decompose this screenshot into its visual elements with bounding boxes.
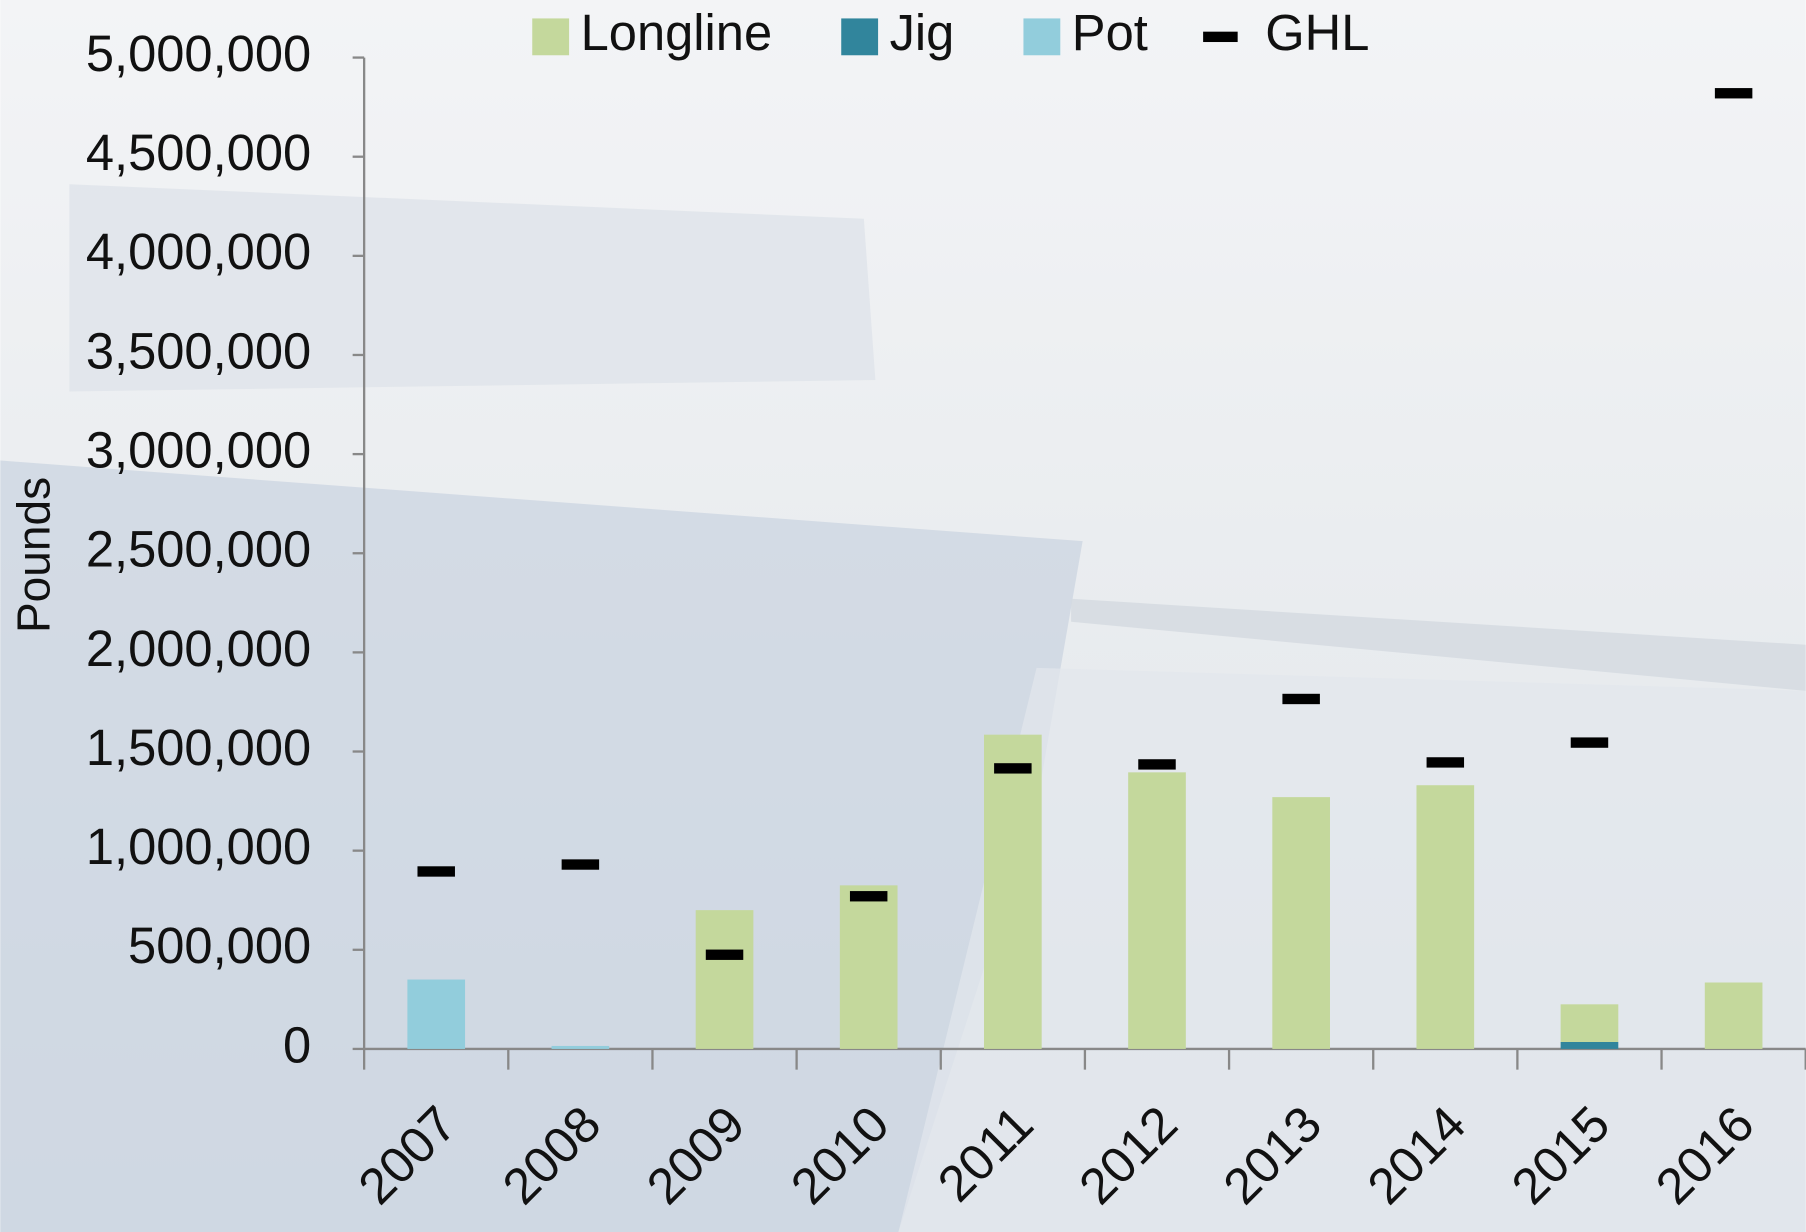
ghl-marker xyxy=(417,866,455,877)
bar-segment xyxy=(1272,797,1330,1049)
y-tick-label: 3,000,000 xyxy=(86,421,311,478)
bar-segment xyxy=(839,885,898,1049)
y-tick-label: 4,500,000 xyxy=(86,124,311,181)
legend-label: Jig xyxy=(890,4,955,61)
legend-swatch xyxy=(1023,18,1061,56)
legend-label: Longline xyxy=(581,4,773,61)
y-tick-label: 2,500,000 xyxy=(86,521,311,578)
ghl-marker xyxy=(1138,759,1176,770)
y-tick-label: 1,500,000 xyxy=(86,719,311,776)
legend-swatch xyxy=(841,18,879,56)
ghl-marker xyxy=(561,859,600,870)
y-tick-label: 1,000,000 xyxy=(86,818,311,875)
ghl-marker xyxy=(1282,693,1320,705)
legend-label: GHL xyxy=(1265,4,1369,61)
y-tick-label: 500,000 xyxy=(128,917,311,974)
bar-segment xyxy=(695,910,754,1049)
bar-segment xyxy=(1560,1004,1619,1042)
y-tick-label: 0 xyxy=(283,1016,311,1073)
y-tick-label: 2,000,000 xyxy=(86,620,311,677)
y-tick-label: 3,500,000 xyxy=(86,322,311,379)
legend-marker xyxy=(1203,31,1238,43)
bar-segment xyxy=(407,979,466,1049)
ghl-marker xyxy=(1570,737,1609,748)
ghl-marker xyxy=(849,891,888,902)
y-tick-label: 4,000,000 xyxy=(86,223,311,280)
y-tick-label: 5,000,000 xyxy=(86,25,311,82)
bar-segment xyxy=(984,734,1042,1049)
bar-segment xyxy=(1128,772,1186,1049)
legend-label: Pot xyxy=(1072,4,1148,61)
bar-segment xyxy=(1560,1041,1619,1049)
bar-segment xyxy=(1416,785,1475,1049)
ghl-marker xyxy=(1714,88,1753,99)
ghl-marker xyxy=(1426,757,1465,768)
bar-segment xyxy=(1704,982,1763,1049)
y-axis-label: Pounds xyxy=(7,477,59,633)
bar-segment xyxy=(551,1045,610,1049)
ghl-marker xyxy=(705,949,744,960)
legend-swatch xyxy=(532,18,570,56)
ghl-marker xyxy=(994,763,1032,774)
legend: Longline Jig Pot GHL xyxy=(532,4,1369,61)
